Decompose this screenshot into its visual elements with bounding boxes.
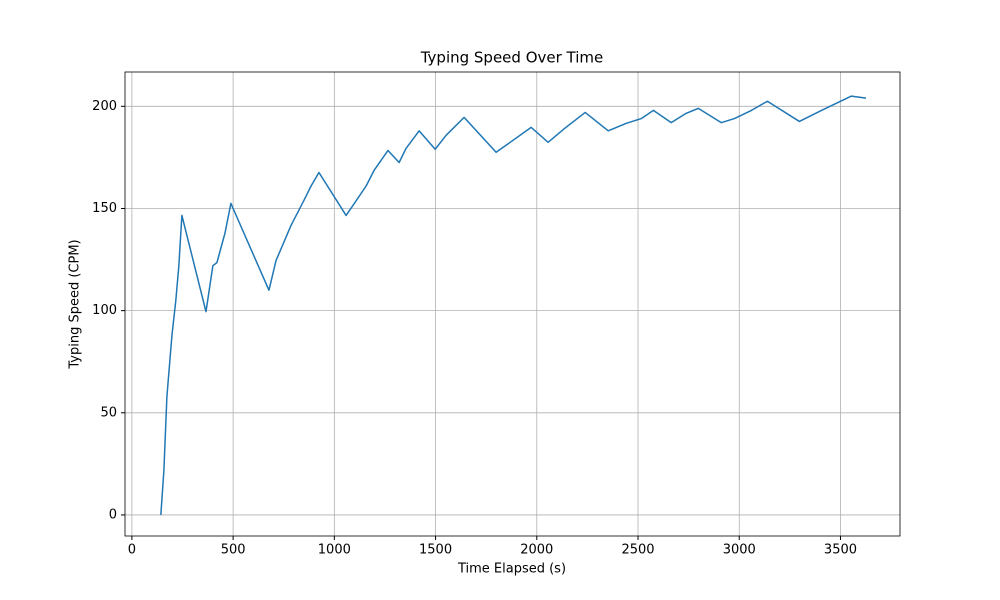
chart-title: Typing Speed Over Time: [420, 49, 604, 67]
x-tick-label: 0: [128, 543, 136, 558]
x-tick-label: 500: [221, 543, 246, 558]
x-axis-label: Time Elapsed (s): [457, 562, 566, 577]
plot-frame: [124, 71, 901, 537]
data-line: [160, 95, 867, 516]
x-tick-label: 1500: [419, 543, 452, 558]
x-tick-label: 2000: [520, 543, 553, 558]
y-tick-label: 200: [92, 99, 117, 114]
y-tick-label: 100: [92, 303, 117, 318]
x-tick-label: 1000: [318, 543, 351, 558]
y-axis-label: Typing Speed (CPM): [68, 239, 83, 369]
x-tick-label: 2500: [621, 543, 654, 558]
x-tick-label: 3000: [723, 543, 756, 558]
x-tick-label: 3500: [824, 543, 857, 558]
y-tick-label: 50: [100, 405, 117, 420]
y-tick-label: 0: [109, 507, 117, 522]
y-tick-label: 150: [92, 201, 117, 216]
